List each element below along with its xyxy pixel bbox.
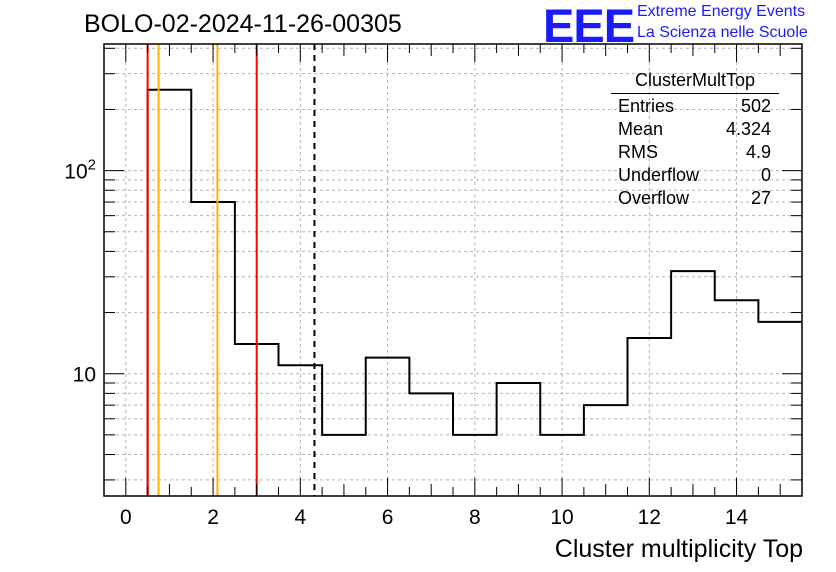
- stats-label: Entries: [618, 96, 675, 116]
- histogram-bin: [715, 300, 759, 496]
- eee-logo-mark: EEE: [543, 0, 635, 52]
- x-tick-label: 2: [207, 506, 219, 529]
- stats-box: ClusterMultTop Entries 502 Mean 4.324 RM…: [611, 70, 779, 210]
- histogram-bin: [671, 271, 715, 496]
- x-axis-label: Cluster multiplicity Top: [554, 535, 803, 563]
- y-tick-label: 10: [73, 364, 96, 387]
- histogram-bin: [148, 90, 192, 496]
- histogram-bars: [146, 88, 802, 496]
- stats-value: 27: [750, 188, 771, 208]
- tick-labels: 0 2 4 6 8 10 12 14 10 102: [64, 157, 748, 529]
- histogram-bin: [628, 338, 672, 496]
- histogram-outline: [146, 88, 802, 496]
- axes: [103, 43, 803, 497]
- x-tick-label: 10: [550, 506, 573, 529]
- x-tick-label: 4: [294, 506, 306, 529]
- stats-label: Underflow: [618, 165, 700, 185]
- x-tick-label: 8: [469, 506, 481, 529]
- stats-row-rms: RMS 4.9: [611, 141, 779, 164]
- logo-line-2: La Scienza nelle Scuole: [637, 24, 808, 41]
- stats-value: 4.9: [745, 142, 771, 162]
- histogram-bin: [409, 393, 453, 496]
- stats-row-overflow: Overflow 27: [611, 187, 779, 210]
- histogram-bin: [366, 358, 410, 496]
- histogram-bin: [584, 405, 628, 496]
- x-tick-label: 12: [638, 506, 661, 529]
- stats-row-underflow: Underflow 0: [611, 164, 779, 187]
- histogram-bin: [279, 365, 323, 496]
- histogram-bin: [497, 383, 541, 496]
- stats-label: Overflow: [618, 188, 690, 208]
- marker-lines: [146, 44, 316, 496]
- stats-value: 502: [740, 96, 771, 116]
- stats-row-entries: Entries 502: [611, 95, 779, 118]
- stats-row-mean: Mean 4.324: [611, 118, 779, 141]
- stats-label: Mean: [618, 119, 664, 139]
- stats-value: 4.324: [725, 119, 771, 139]
- stats-label: RMS: [618, 142, 658, 162]
- histogram-bin: [758, 322, 802, 496]
- x-tick-label: 14: [725, 506, 749, 529]
- stats-value: 0: [760, 165, 771, 185]
- x-tick-label: 6: [382, 506, 394, 529]
- chart-title: BOLO-02-2024-11-26-00305: [84, 10, 402, 38]
- stats-histogram-name: ClusterMultTop: [611, 70, 779, 94]
- y-tick-label: 102: [64, 157, 96, 184]
- grid-lines: [104, 44, 802, 496]
- logo-line-1: Extreme Energy Events: [637, 3, 806, 20]
- x-tick-label: 0: [120, 506, 132, 529]
- histogram-bin: [191, 202, 235, 496]
